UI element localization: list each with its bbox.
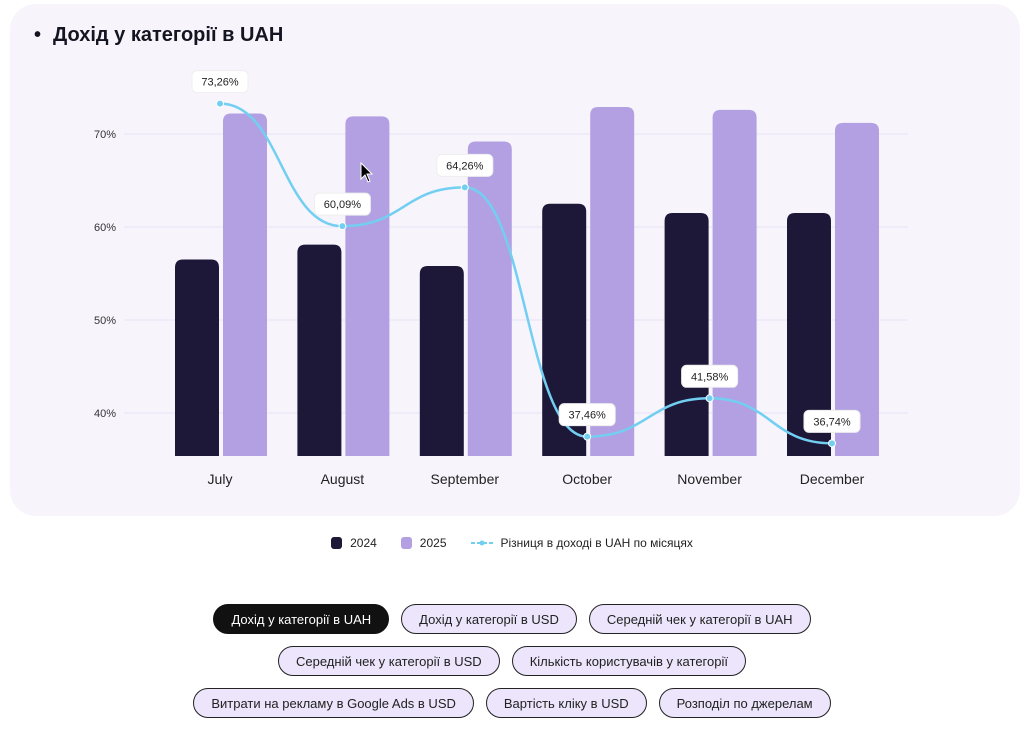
data-label: 36,74% [803, 409, 861, 433]
data-label-box [313, 192, 371, 216]
line-point [216, 99, 224, 108]
metric-button[interactable]: Середній чек у категорії в USD [278, 646, 500, 676]
data-label-text: 41,58% [691, 371, 729, 383]
bar-2024 [297, 244, 342, 456]
line-point [828, 439, 836, 448]
bar-2025 [345, 116, 390, 456]
y-tick-label: 40% [94, 408, 116, 420]
bar-2024 [175, 259, 219, 456]
data-label-text: 60,09% [324, 199, 362, 211]
metric-button[interactable]: Кількість користувачів у категорії [511, 646, 746, 676]
line-point [460, 183, 469, 192]
x-tick-label: November [677, 471, 742, 487]
data-label: 41,58% [681, 364, 739, 388]
button-row: Витрати на рекламу в Google Ads в USD Вар… [193, 688, 831, 718]
data-label-box [803, 409, 861, 433]
metric-selector: Дохід у категорії в UAH Дохід у категорії… [0, 604, 1024, 718]
bar-2024 [419, 266, 464, 456]
bar-2025 [590, 107, 635, 456]
legend-2025[interactable]: 2025 [400, 536, 447, 550]
data-label: 64,26% [436, 153, 494, 177]
data-label-box [191, 70, 249, 94]
legend-label: 2025 [419, 536, 447, 550]
legend-label: Різниця в доході в UAH по місяцях [500, 536, 693, 550]
metric-button[interactable]: Дохід у категорії в USD [401, 604, 577, 634]
bar-2025 [223, 113, 267, 456]
swatch-2025 [400, 537, 412, 549]
bar-2025 [835, 122, 879, 456]
x-tick-label: July [208, 471, 233, 487]
button-row: Середній чек у категорії в USD Кількість … [278, 646, 746, 676]
legend-2024[interactable]: 2024 [331, 536, 377, 550]
data-label: 60,09% [313, 192, 371, 216]
y-tick-label: 60% [94, 222, 116, 234]
bar-2024 [542, 203, 587, 456]
y-tick-label: 50% [94, 315, 116, 327]
data-label-box [436, 153, 494, 177]
metric-button[interactable]: Розподіл по джерелам [658, 688, 831, 718]
metric-button[interactable]: Середній чек у категорії в UAH [588, 604, 811, 634]
line-swatch-icon [470, 540, 493, 546]
data-label-text: 64,26% [446, 160, 484, 172]
bar-2024 [787, 213, 831, 456]
data-label-box [681, 364, 739, 388]
legend: 2024 2025 Різниця в доході в UAH по міся… [0, 536, 1024, 550]
data-label-text: 73,26% [201, 77, 239, 89]
legend-label: 2024 [350, 536, 377, 550]
y-tick-label: 70% [94, 129, 116, 141]
bar-2025 [467, 141, 512, 456]
legend-difference[interactable]: Різниця в доході в UAH по місяцях [470, 536, 693, 550]
swatch-2024 [331, 537, 343, 549]
bar-2025 [712, 109, 757, 456]
line-point [583, 432, 592, 441]
x-tick-label: October [562, 471, 612, 487]
bar-2024 [664, 213, 709, 456]
data-label-text: 36,74% [813, 416, 851, 428]
mouse-cursor-icon [360, 161, 374, 183]
line-point [338, 222, 347, 231]
x-tick-label: August [321, 471, 365, 487]
data-label-box [558, 403, 616, 427]
data-label: 73,26% [191, 70, 249, 94]
data-label: 37,46% [558, 403, 616, 427]
x-tick-label: December [800, 471, 865, 487]
x-tick-label: September [431, 471, 500, 487]
metric-button[interactable]: Витрати на рекламу в Google Ads в USD [193, 688, 474, 718]
chart: 70% 60% 50% 40% July August September October No… [94, 70, 908, 487]
metric-button[interactable]: Вартість кліку в USD [485, 688, 647, 718]
chart-title: • Дохід у категорії в UAH [34, 24, 284, 46]
data-label-text: 37,46% [569, 410, 607, 422]
chart-title-text: Дохід у категорії в UAH [53, 24, 284, 46]
metric-button[interactable]: Дохід у категорії в UAH [213, 604, 390, 634]
line-point [705, 394, 714, 403]
button-row: Дохід у категорії в UAH Дохід у категорії… [213, 604, 811, 634]
